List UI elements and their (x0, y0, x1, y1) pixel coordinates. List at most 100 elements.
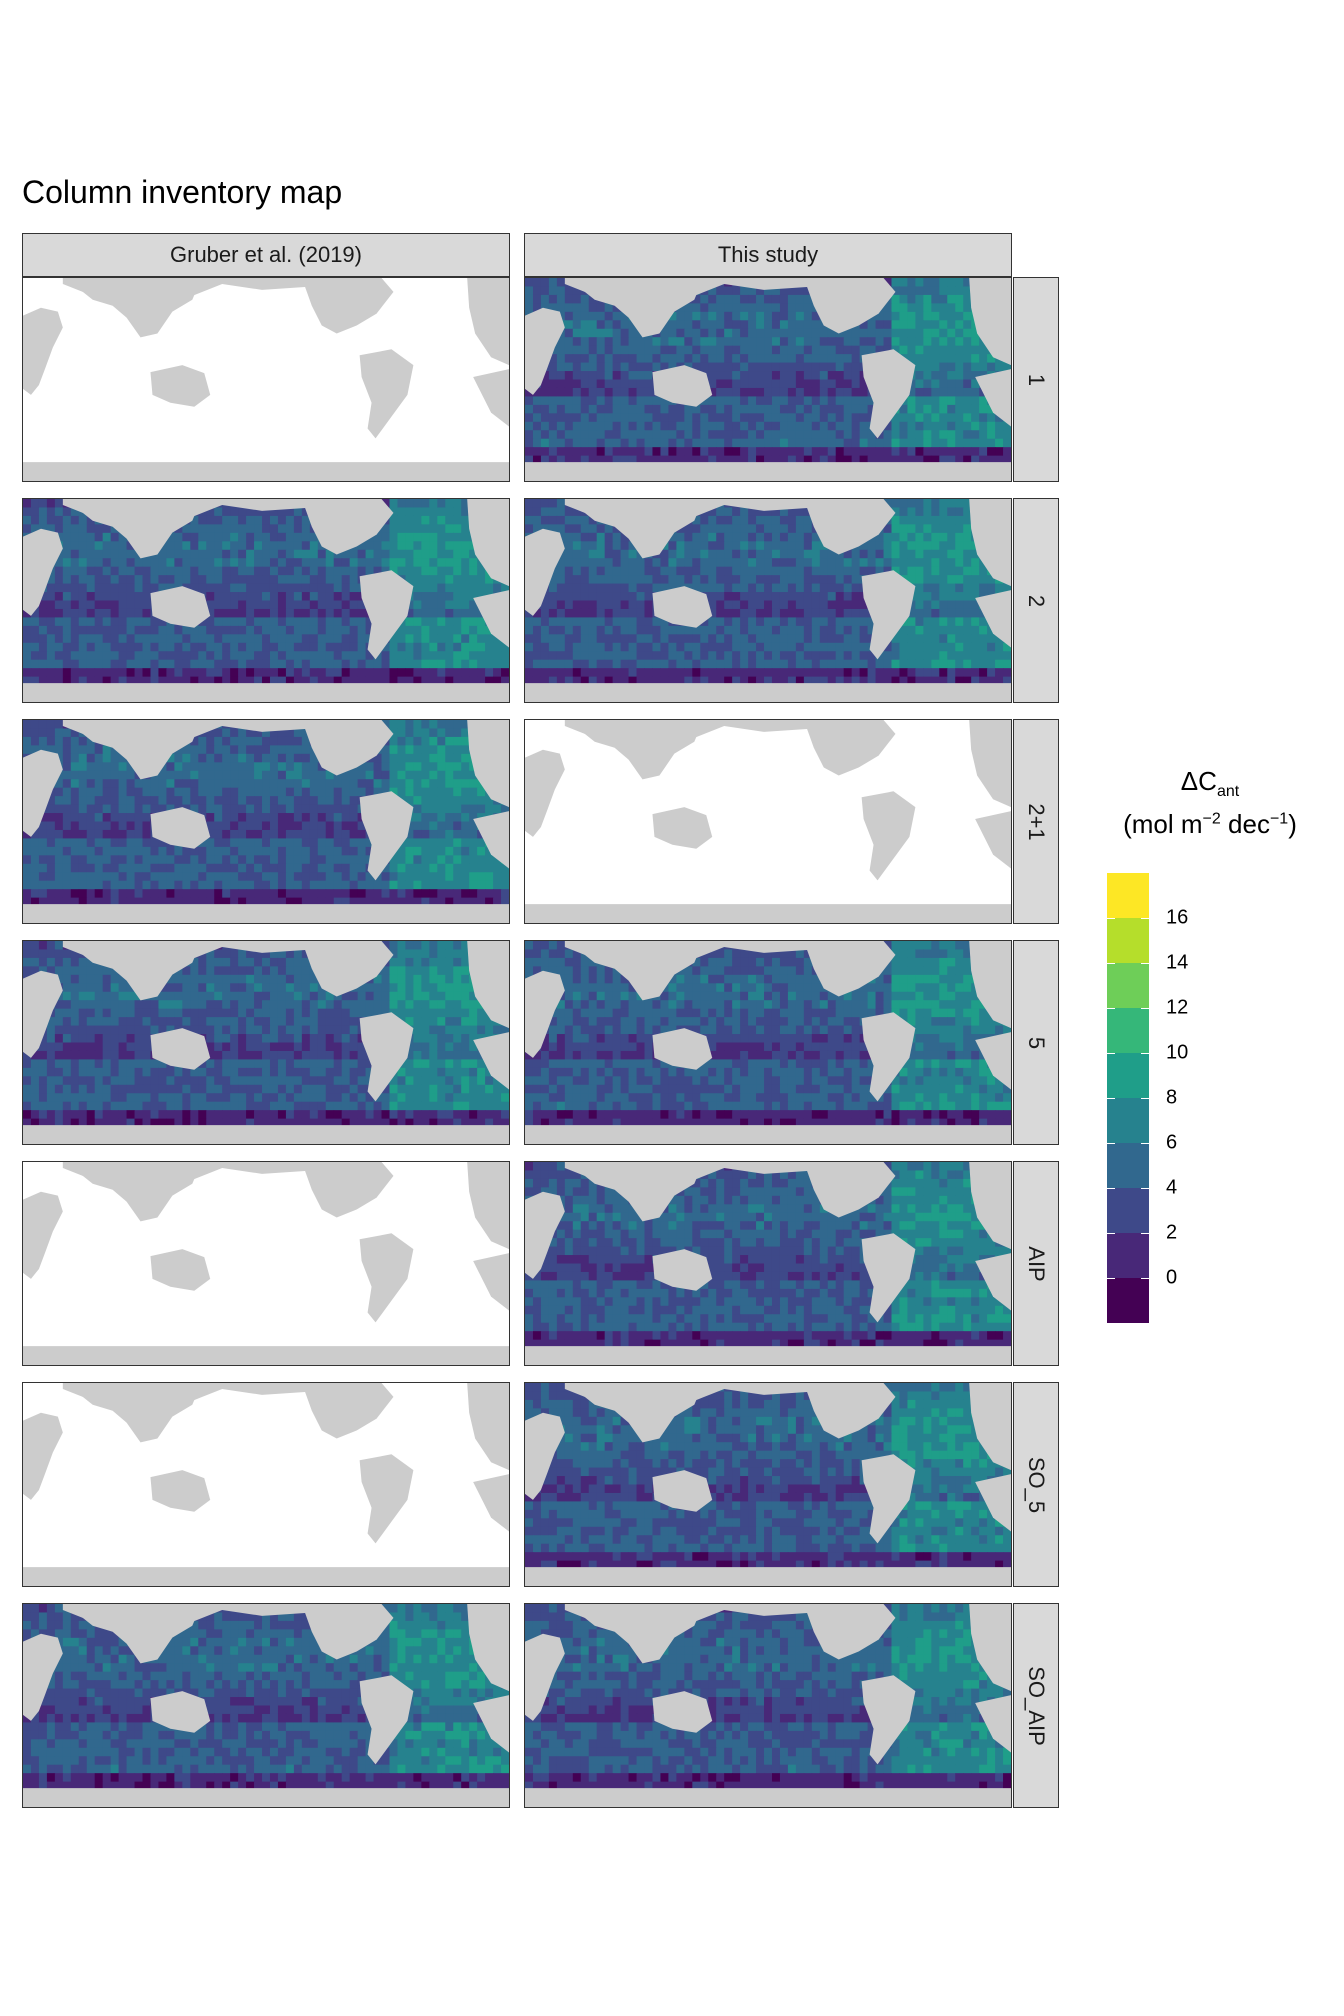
ocean-cell (126, 608, 136, 618)
ocean-cell (285, 515, 295, 525)
ocean-cell (883, 345, 892, 355)
ocean-cell (230, 625, 239, 635)
ocean-cell (803, 286, 813, 296)
ocean-cell (230, 745, 239, 755)
ocean-cell (612, 532, 622, 542)
ocean-cell (835, 404, 845, 414)
ocean-cell (923, 617, 932, 627)
ocean-cell (429, 507, 438, 517)
ocean-cell (556, 294, 566, 304)
ocean-cell (78, 668, 88, 678)
ocean-cell (779, 608, 789, 618)
ocean-cell (580, 345, 590, 355)
ocean-cell (732, 642, 741, 652)
ocean-cell (644, 404, 653, 414)
ocean-cell (325, 600, 335, 610)
ocean-cell (955, 600, 964, 610)
ocean-cell (660, 447, 669, 457)
ocean-cell (269, 668, 279, 678)
ocean-cell (389, 753, 398, 763)
ocean-cell (700, 447, 709, 457)
ocean-cell (779, 507, 789, 517)
ocean-cell (668, 430, 677, 440)
ocean-cell (588, 404, 598, 414)
ocean-cell (883, 421, 892, 431)
ocean-cell (740, 413, 749, 423)
ocean-cell (596, 438, 606, 448)
ocean-cell (214, 762, 223, 772)
ocean-cell (493, 668, 502, 678)
ocean-cell (254, 625, 263, 635)
ocean-cell (835, 413, 845, 423)
ocean-cell (572, 592, 582, 601)
ocean-cell (548, 354, 558, 364)
ocean-cell (851, 438, 861, 448)
ocean-cell (301, 634, 311, 644)
ocean-cell (764, 371, 773, 380)
ocean-cell (851, 676, 861, 686)
ocean-cell (230, 770, 239, 780)
ocean-cell (357, 617, 367, 627)
ocean-cell (580, 625, 590, 635)
ocean-cell (588, 387, 598, 397)
ocean-cell (843, 387, 853, 397)
ocean-cell (596, 404, 606, 414)
ocean-cell (732, 532, 741, 542)
ocean-cell (477, 575, 486, 585)
ocean-cell (333, 651, 343, 661)
ocean-cell (190, 642, 199, 652)
ocean-cell (843, 328, 853, 338)
ocean-cell (453, 651, 462, 661)
ocean-cell (246, 507, 255, 517)
ocean-cell (843, 421, 853, 431)
ocean-cell (262, 583, 271, 593)
ocean-cell (357, 651, 367, 661)
ocean-cell (859, 659, 869, 669)
ocean-cell (732, 625, 741, 635)
ocean-cell (740, 524, 749, 534)
ocean-cell (891, 294, 900, 304)
ocean-cell (38, 524, 48, 534)
ocean-cell (756, 541, 765, 551)
ocean-cell (126, 787, 136, 797)
ocean-cell (668, 532, 677, 542)
ocean-cell (827, 404, 837, 414)
ocean-cell (397, 625, 406, 635)
ocean-cell (764, 430, 773, 440)
ocean-cell (110, 549, 120, 559)
ocean-cell (373, 659, 383, 669)
ocean-cell (652, 566, 661, 576)
ocean-cell (301, 583, 311, 593)
ocean-cell (246, 515, 255, 525)
ocean-cell (254, 575, 263, 585)
ocean-cell (110, 558, 120, 568)
ocean-cell (987, 438, 996, 448)
ocean-cell (748, 438, 757, 448)
ocean-cell (429, 541, 438, 551)
ocean-cell (453, 762, 462, 772)
ocean-cell (867, 651, 877, 661)
ocean-cell (748, 507, 757, 517)
ocean-cell (787, 345, 797, 355)
ocean-cell (883, 642, 892, 652)
ocean-cell (277, 608, 287, 618)
ocean-cell (333, 779, 343, 789)
ocean-cell (692, 413, 701, 423)
ocean-cell (700, 515, 709, 525)
ocean-cell (301, 532, 311, 542)
ocean-cell (923, 642, 932, 652)
ocean-cell (78, 659, 88, 669)
ocean-cell (859, 651, 869, 661)
ocean-cell (644, 583, 653, 593)
ocean-cell (939, 651, 948, 661)
ocean-cell (437, 642, 446, 652)
ocean-cell (612, 617, 622, 627)
ocean-cell (811, 617, 821, 627)
ocean-cell (540, 438, 550, 448)
ocean-cell (771, 600, 781, 610)
ocean-cell (341, 600, 351, 610)
ocean-cell (931, 524, 940, 534)
ocean-cell (198, 642, 207, 652)
ocean-cell (724, 566, 733, 576)
ocean-cell (277, 541, 287, 551)
